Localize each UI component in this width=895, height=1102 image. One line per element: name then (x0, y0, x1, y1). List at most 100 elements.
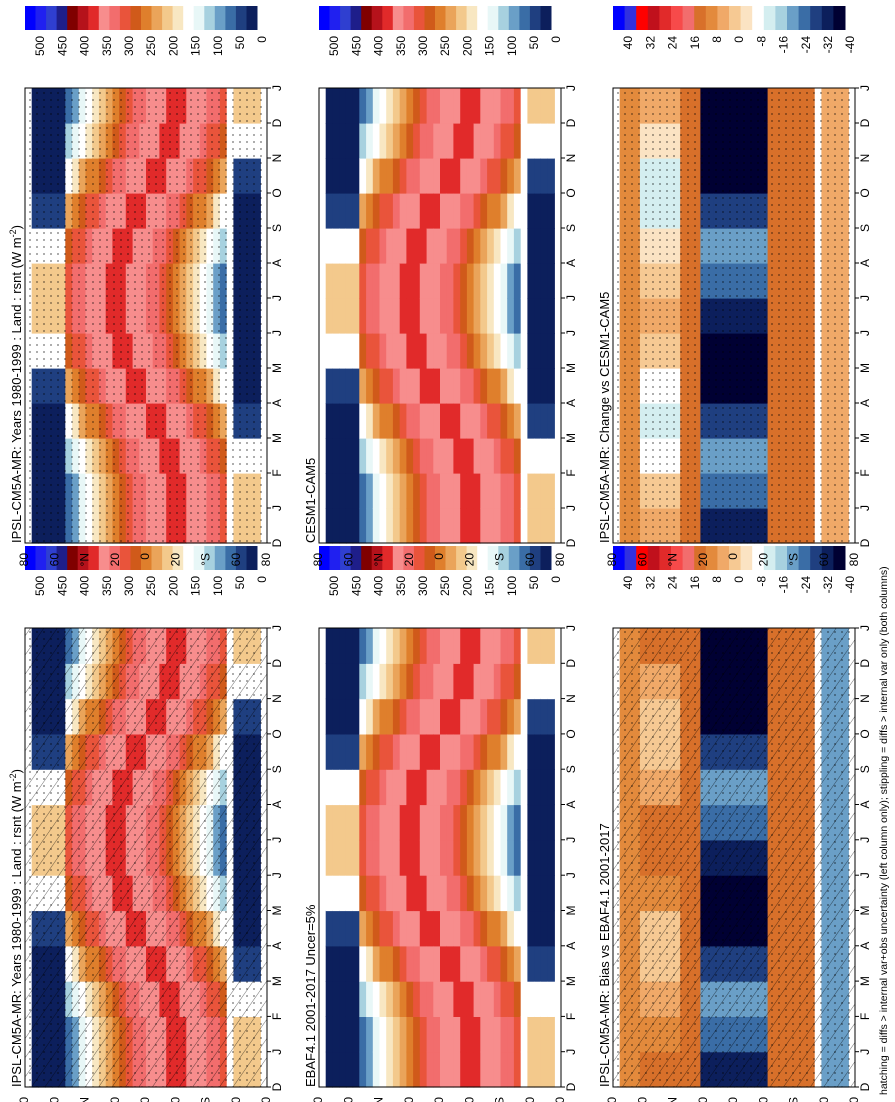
month-tick-label: J (270, 837, 284, 843)
colorbar-swatch (25, 6, 36, 30)
heatmap-cell (332, 945, 340, 982)
colorbar-label: 24 (666, 36, 680, 50)
heatmap-cell (547, 733, 555, 770)
heatmap-cell (500, 733, 508, 770)
colorbar-label: 32 (643, 576, 657, 590)
heatmap-cell (507, 158, 515, 194)
plot-frame (24, 627, 268, 1088)
heatmap-cell (493, 123, 502, 159)
heatmap-cell (413, 663, 421, 700)
heatmap-cell (413, 403, 421, 439)
heatmap-cell (534, 839, 542, 876)
heatmap-cell (440, 1051, 448, 1088)
heatmap-cell (500, 1016, 508, 1053)
heatmap-cell (419, 945, 428, 982)
colorbar-label: 400 (78, 576, 92, 596)
month-tick-label: D (858, 1082, 872, 1091)
heatmap-cell (406, 698, 414, 735)
lat-tick-label: 20 (108, 553, 122, 567)
heatmap-cell (480, 123, 488, 159)
heatmap-cell (466, 698, 475, 735)
heatmap-cell (345, 663, 354, 700)
colorbar-label: 400 (372, 36, 386, 56)
heatmap-cell (379, 368, 387, 404)
month-tick-label: D (564, 538, 578, 547)
month-tick-label: O (564, 188, 578, 197)
heatmap-cell (440, 1016, 448, 1053)
heatmap-cell (379, 1016, 387, 1053)
heatmap-cell (339, 698, 347, 735)
heatmap-cell (534, 1051, 542, 1088)
colorbar-swatch (141, 546, 152, 570)
heatmap-cell (547, 1051, 555, 1088)
heatmap-cell (433, 193, 441, 229)
heatmap-cell (460, 123, 468, 159)
month-tick-label: J (270, 330, 284, 336)
heatmap-cell (379, 1051, 387, 1088)
colorbar-label: 350 (394, 576, 408, 596)
colorbar-swatch (752, 546, 765, 570)
heatmap-cell (480, 628, 488, 664)
heatmap-cell (339, 158, 347, 194)
heatmap-cell (406, 333, 414, 369)
heatmap-cell (392, 88, 401, 124)
colorbar-swatch (340, 6, 352, 30)
heatmap-cell (339, 473, 347, 509)
heatmap-cell (473, 945, 481, 982)
colorbar-label: 0 (549, 36, 563, 43)
heatmap-cell (419, 839, 428, 876)
heatmap-cell (406, 663, 414, 700)
heatmap-cell (513, 804, 522, 841)
heatmap-cell (392, 910, 401, 947)
heatmap-cell (507, 945, 515, 982)
colorbar-swatch (141, 6, 152, 30)
heatmap-cell (513, 945, 522, 982)
heatmap-cell (507, 228, 515, 264)
heatmap-cell (460, 263, 468, 299)
lat-tick-label: °S (787, 553, 801, 566)
colorbar-label: 450 (349, 576, 363, 596)
heatmap-cell (520, 438, 528, 474)
heatmap-cell (500, 158, 508, 194)
heatmap-cell (386, 473, 394, 509)
heatmap-cell (359, 438, 367, 474)
heatmap-cell (359, 158, 367, 194)
heatmap-cell (386, 298, 394, 334)
heatmap-cell (527, 508, 535, 544)
heatmap-cell (426, 945, 434, 982)
colorbar-swatch (88, 546, 100, 570)
heatmap-cell (460, 298, 468, 334)
heatmap-cell (527, 403, 535, 439)
heatmap-cell (446, 663, 454, 700)
heatmap-cell (493, 333, 502, 369)
heatmap-cell (359, 228, 367, 264)
heatmap-cell (332, 1016, 340, 1053)
colorbar-swatch (624, 546, 637, 570)
month-tick-label: N (858, 154, 872, 163)
month-tick-label: A (564, 942, 578, 950)
heatmap-cell (540, 298, 549, 334)
month-tick-label: J (858, 1049, 872, 1055)
heatmap-cell (446, 981, 454, 1017)
heatmap-cell (507, 88, 515, 124)
heatmap-cell (413, 875, 421, 912)
heatmap-cell (372, 1016, 381, 1053)
heatmap-cell (366, 123, 374, 159)
heatmap-cell (520, 628, 528, 664)
heatmap-cell (332, 804, 340, 841)
heatmap-cell (500, 473, 508, 509)
heatmap-cell (513, 333, 522, 369)
lat-tick-label: 60 (635, 1097, 649, 1102)
heatmap-cell (392, 1051, 401, 1088)
colorbar-label: 250 (438, 576, 452, 596)
panel-title: IPSL-CM5A-MR: Years 1980-1999 : Land : r… (8, 769, 24, 1087)
heatmap-cell (366, 945, 374, 982)
heatmap-cell (480, 981, 488, 1017)
colorbar-swatch (821, 6, 834, 30)
heatmap-cell (513, 228, 522, 264)
colorbar-swatch (109, 546, 121, 570)
heatmap-cell (453, 508, 461, 544)
heatmap-cell (507, 769, 515, 806)
heatmap-cell (500, 628, 508, 664)
